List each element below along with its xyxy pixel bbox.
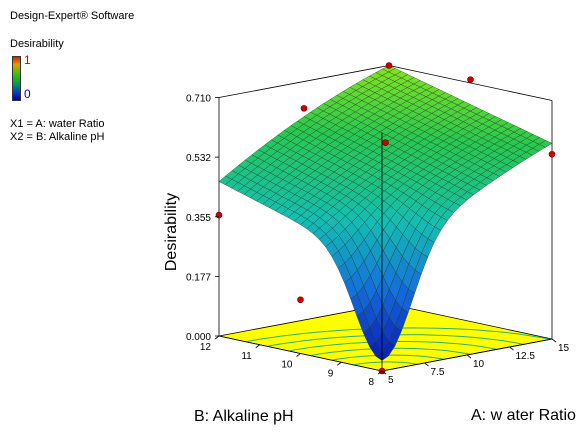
contour-line [267,334,524,347]
x-axis-label: A: w ater Ratio [471,407,576,424]
design-point [382,139,389,146]
legend-min-label: 0 [24,87,31,101]
x-tick [466,354,472,359]
y-axis-ticks: 8 9 10 11 12 [200,335,383,388]
y-tick-label: 8 [368,377,374,388]
y-tick-label: 10 [281,360,293,371]
y-tick-label: 12 [200,342,212,353]
z-tick-label: 0.710 [186,94,211,105]
design-point [215,211,223,219]
x-tick-label: 7.5 [431,367,445,378]
z-axis-label: Desirability [163,193,180,271]
z-tick-label: 0.532 [186,153,211,164]
contour-line [331,354,445,361]
legend-color-bar [12,56,21,101]
y-tick [214,335,220,340]
y-axis-label: B: Alkaline pH [194,408,294,425]
y-tick [296,353,301,357]
factor-x1-definition: X1 = A: water Ratio [10,118,105,130]
z-axis-ticks: 0.000 0.177 0.355 0.532 0.710 [186,94,219,343]
design-point [548,150,556,158]
box-edge [388,65,553,101]
x-tick-label: 15 [558,343,570,354]
y-tick-label: 9 [328,368,334,379]
z-tick-label: 0.177 [186,272,211,283]
box-edge [218,65,390,98]
x-tick-label: 5 [388,375,394,386]
y-tick-label: 11 [241,351,252,362]
design-point [300,105,308,112]
y-tick [255,344,260,349]
contour-line [310,347,471,357]
x-tick [381,370,387,375]
legend-max-label: 1 [24,53,31,67]
z-tick-label: 0.000 [186,332,211,343]
x-tick [551,338,557,343]
design-point [467,76,474,83]
x-axis-ticks: 5 7.5 10 12.5 15 [381,338,570,386]
z-tick-label: 0.355 [186,213,211,224]
y-tick [337,361,342,366]
y-tick [377,370,383,375]
legend-title: Desirability [10,38,64,50]
x-tick-label: 10 [473,359,485,370]
floor-contours [245,327,551,366]
contour-line [245,327,551,343]
factor-x2-definition: X2 = B: Alkaline pH [10,131,105,143]
response-surface [218,65,553,361]
software-title: Design-Expert® Software [10,10,135,22]
contour-line [288,341,498,352]
contour-line [353,361,418,366]
x-tick-label: 12.5 [516,351,536,362]
x-tick [424,362,429,367]
x-tick [509,346,514,351]
design-point [297,296,304,304]
design-point [385,62,393,69]
